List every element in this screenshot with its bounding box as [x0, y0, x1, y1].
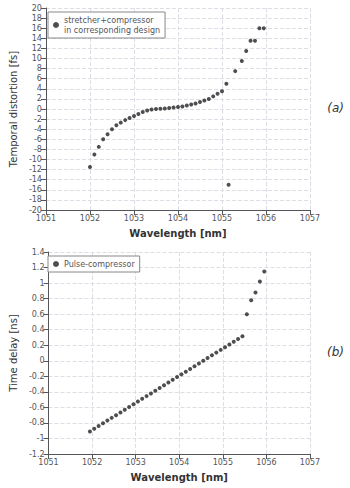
svg-text:-6: -6 [34, 135, 42, 144]
svg-text:0: 0 [39, 356, 44, 365]
svg-text:(b): (b) [327, 345, 344, 359]
svg-text:-0.2: -0.2 [29, 372, 45, 381]
svg-text:0: 0 [37, 105, 42, 114]
svg-text:0.4: 0.4 [32, 325, 45, 334]
svg-text:1057: 1057 [300, 214, 320, 223]
svg-text:-10: -10 [29, 155, 42, 164]
svg-text:0.6: 0.6 [32, 310, 45, 319]
svg-text:1057: 1057 [300, 458, 320, 467]
svg-text:1.2: 1.2 [32, 263, 45, 272]
svg-text:1: 1 [39, 279, 44, 288]
svg-text:8: 8 [37, 64, 42, 73]
svg-text:-14: -14 [29, 175, 42, 184]
svg-text:Time delay [ns]: Time delay [ns] [8, 314, 19, 393]
svg-text:10: 10 [32, 54, 42, 63]
svg-text:-0.4: -0.4 [29, 387, 45, 396]
svg-text:-8: -8 [34, 145, 42, 154]
svg-text:-2: -2 [34, 115, 42, 124]
svg-text:12: 12 [32, 44, 42, 53]
svg-text:1051: 1051 [36, 214, 56, 223]
svg-text:1052: 1052 [80, 214, 100, 223]
svg-text:-0.8: -0.8 [29, 418, 45, 427]
svg-text:-4: -4 [34, 125, 42, 134]
svg-text:in corresponding design: in corresponding design [64, 26, 160, 35]
svg-text:1056: 1056 [256, 458, 276, 467]
svg-text:1053: 1053 [124, 214, 144, 223]
svg-text:16: 16 [32, 24, 42, 33]
svg-text:0.2: 0.2 [32, 341, 45, 350]
svg-text:-12: -12 [29, 165, 42, 174]
svg-text:stretcher+compressor: stretcher+compressor [64, 16, 154, 25]
svg-text:Temporal distortion [fs]: Temporal distortion [fs] [8, 51, 19, 168]
svg-text:-0.6: -0.6 [29, 403, 45, 412]
svg-text:1056: 1056 [256, 214, 276, 223]
svg-text:-1.2: -1.2 [28, 449, 45, 459]
svg-text:0.8: 0.8 [32, 294, 45, 303]
svg-text:14: 14 [32, 34, 42, 43]
svg-text:18: 18 [32, 14, 42, 23]
svg-text:1053: 1053 [125, 458, 145, 467]
svg-text:1.4: 1.4 [32, 248, 45, 257]
svg-text:-18: -18 [29, 195, 42, 204]
svg-text:1052: 1052 [82, 458, 102, 467]
svg-text:-1: -1 [37, 434, 45, 443]
svg-text:1055: 1055 [213, 458, 233, 467]
svg-text:2: 2 [37, 94, 42, 103]
svg-text:Wavelength [nm]: Wavelength [nm] [131, 472, 228, 483]
svg-text:1051: 1051 [38, 458, 58, 467]
svg-text:-16: -16 [29, 185, 42, 194]
svg-text:(a): (a) [327, 101, 344, 115]
svg-text:Pulse-compressor: Pulse-compressor [64, 260, 135, 269]
svg-text:Wavelength [nm]: Wavelength [nm] [129, 228, 226, 239]
svg-text:1055: 1055 [212, 214, 232, 223]
svg-text:20: 20 [32, 4, 42, 13]
svg-text:1054: 1054 [168, 214, 188, 223]
svg-text:6: 6 [37, 74, 42, 83]
svg-text:-20: -20 [28, 205, 42, 215]
svg-text:1054: 1054 [169, 458, 189, 467]
svg-text:4: 4 [37, 84, 42, 93]
